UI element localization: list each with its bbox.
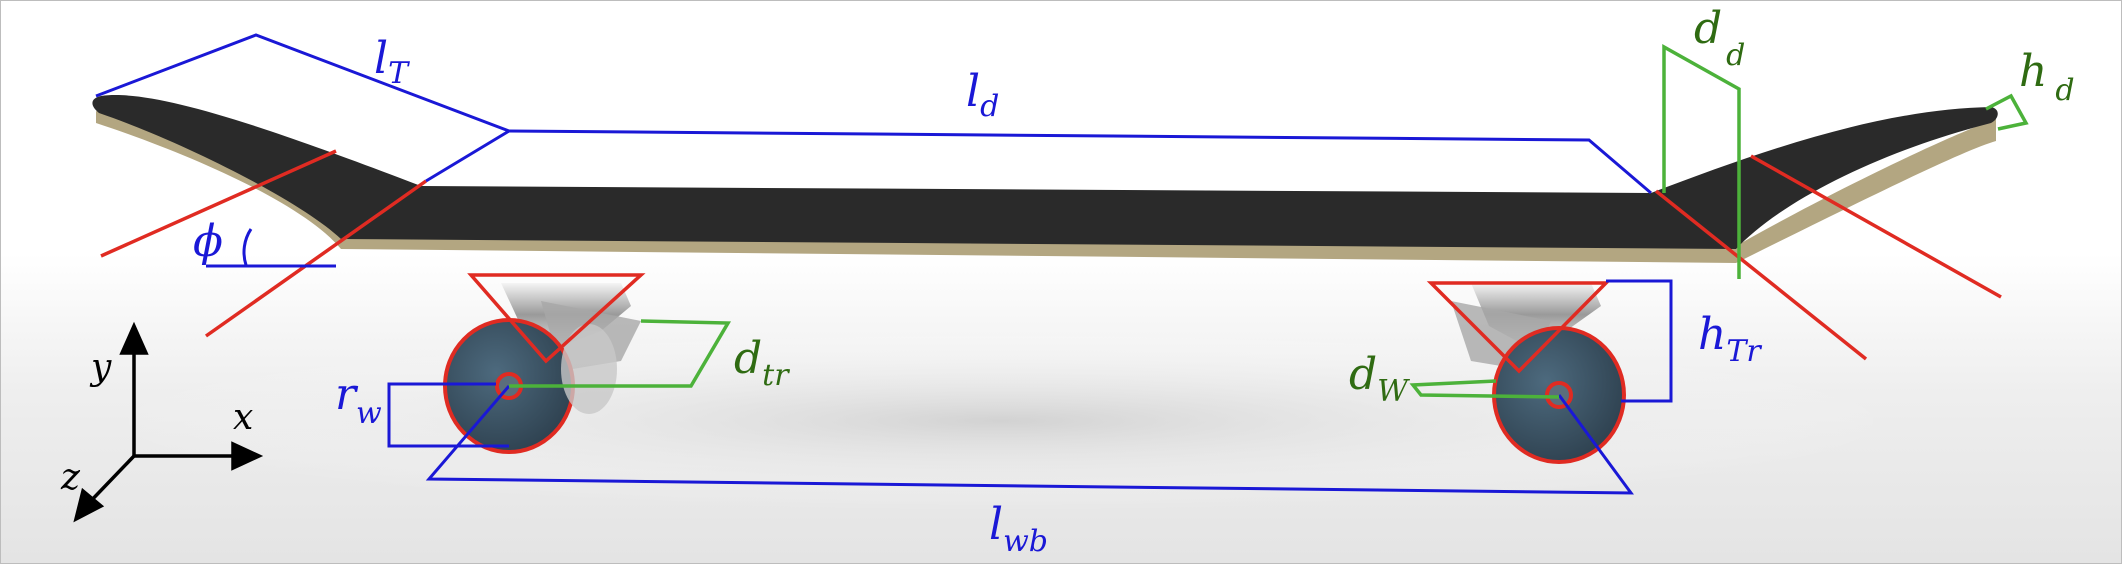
green-dimension-lines (509, 44, 2029, 399)
coordinate-axes (73, 321, 264, 523)
skateboard-deck (92, 95, 1998, 263)
nose-bend-line (204, 179, 428, 338)
label-d-d: dd (1694, 3, 1745, 73)
label-l-wb: lwb (989, 499, 1048, 559)
label-h-Tr: hTr (1698, 309, 1762, 369)
axis-labels: y x z (60, 347, 253, 498)
d-d-bracket (1662, 44, 1741, 279)
y-axis-label: y (89, 347, 112, 388)
label-phi: ϕ (193, 216, 223, 267)
l-wb-bracket (425, 385, 1634, 495)
label-l-T: lT (374, 33, 410, 91)
rear-truck-triangle (1426, 281, 1611, 374)
z-axis-line (84, 454, 136, 508)
x-axis-label: x (233, 397, 253, 438)
label-d-W: dW (1349, 349, 1410, 409)
d-W-bracket (1409, 379, 1560, 399)
r-w-bracket (387, 382, 509, 448)
red-construction-lines (100, 149, 2002, 374)
tail-bend-line (1654, 189, 1868, 361)
deck-top (92, 95, 1998, 249)
front-truck-triangle (467, 273, 646, 364)
x-axis-arrow (231, 441, 264, 471)
z-axis-arrow (73, 487, 105, 523)
z-axis-label: z (60, 457, 81, 498)
tail-tip-line (1750, 154, 2002, 299)
y-axis-arrow (119, 321, 149, 355)
h-d-bracket (1985, 93, 2029, 131)
label-l-d: ld (966, 66, 999, 124)
label-d-tr: dtr (734, 333, 790, 393)
l-T-bracket (95, 33, 513, 183)
nose-tip-line (100, 149, 337, 258)
d-tr-bracket (509, 319, 732, 388)
phi-arc (242, 228, 253, 266)
blue-dimension-lines (95, 33, 1673, 495)
label-r-w: rw (335, 369, 382, 431)
h-Tr-bracket (1606, 279, 1673, 403)
l-d-bracket (508, 129, 1652, 195)
